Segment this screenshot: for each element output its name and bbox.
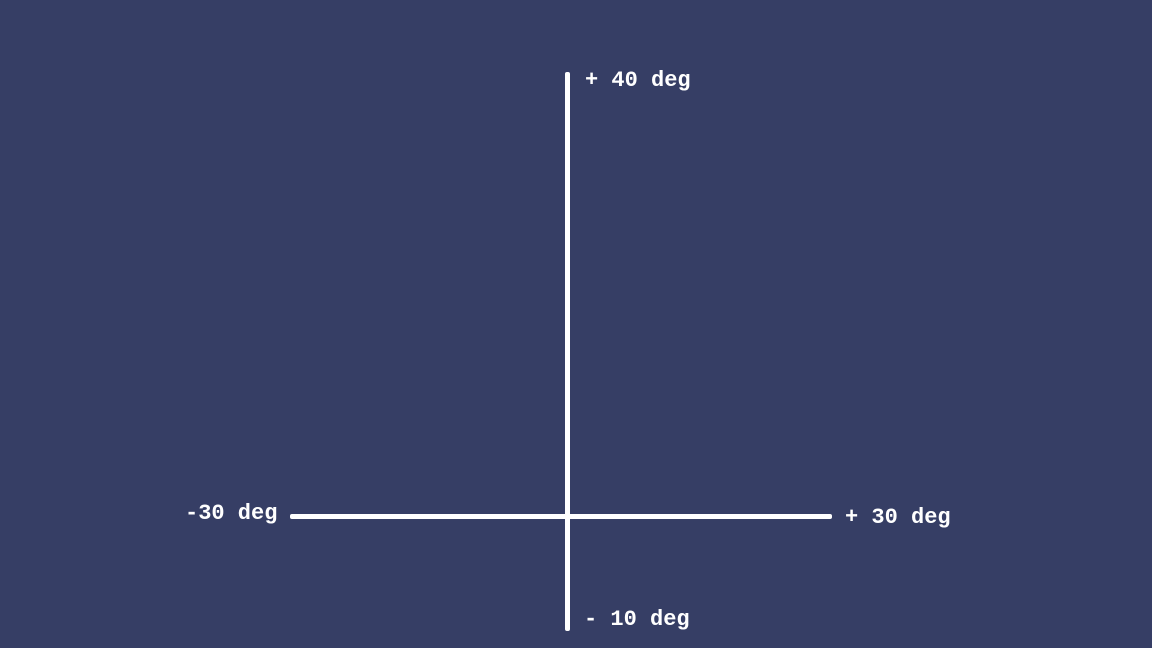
vertical-axis-min-label: - 10 deg <box>584 607 690 632</box>
horizontal-axis-max-label: + 30 deg <box>845 505 951 530</box>
vertical-axis-max-label: + 40 deg <box>585 68 691 93</box>
vertical-axis-line <box>565 72 570 631</box>
horizontal-axis-line <box>290 514 832 519</box>
horizontal-axis-min-label: -30 deg <box>185 501 278 526</box>
